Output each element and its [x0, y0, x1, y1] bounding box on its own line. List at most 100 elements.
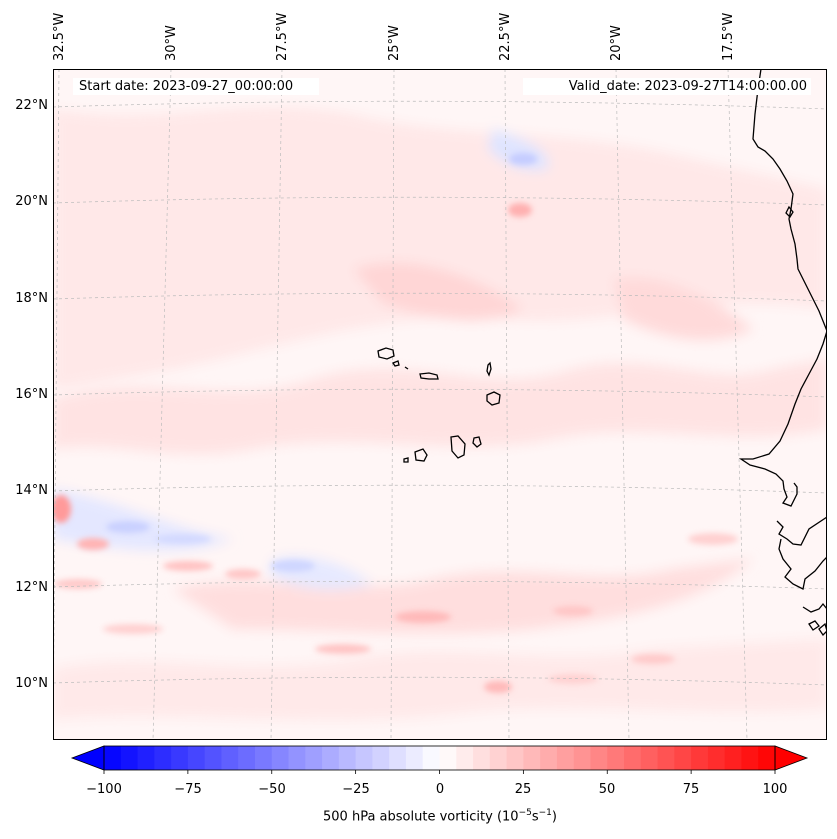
colorbar-cell: [305, 746, 323, 770]
gridline-22n: [53, 100, 827, 110]
lon-label-27-5w: 27.5°W: [275, 12, 290, 61]
colorbar-cell: [389, 746, 407, 770]
colorbar-tick-label: −75: [174, 782, 202, 797]
colorbar-cell: [640, 746, 659, 770]
gridline-16n: [53, 388, 827, 398]
colorbar-cell: [204, 746, 223, 770]
colorbar-cells: [104, 746, 776, 770]
colorbar-cell: [422, 746, 441, 770]
cabo-verde-islands: [377, 347, 501, 463]
colorbar-cell: [187, 746, 206, 770]
colorbar-cell: [657, 746, 675, 770]
colorbar-extension-low: [70, 745, 105, 771]
colorbar-cell: [707, 746, 726, 770]
island-sao-nicolau: [419, 372, 439, 380]
colorbar-cell: [556, 746, 575, 770]
colorbar-ticks: [103, 770, 776, 774]
gridline-18n: [53, 292, 827, 302]
gridline-25w: [390, 69, 395, 740]
colorbar-tick-label: 75: [682, 782, 700, 797]
colorbar-cell: [120, 746, 139, 770]
west-africa-coastline: [738, 69, 827, 637]
colorbar-cell: [724, 746, 743, 770]
lat-label-14n: 14°N: [15, 483, 48, 498]
start-date-label: Start date: 2023-09-27_00:00:00: [73, 78, 319, 95]
gridline-32-5w: [53, 69, 60, 740]
colorbar-cell: [489, 746, 508, 770]
gridline-27-5w: [270, 69, 283, 740]
lon-label-22-5w: 22.5°W: [498, 12, 513, 61]
lat-label-20n: 20°N: [15, 194, 48, 209]
colorbar-tick-label: 50: [598, 782, 616, 797]
colorbar-cell: [372, 746, 390, 770]
colorbar-cell: [456, 746, 474, 770]
colorbar-cell: [154, 746, 172, 770]
coast-mauritania: [752, 69, 827, 332]
map-canvas: [53, 69, 827, 740]
colorbar-cell: [573, 746, 592, 770]
gridline-22-5w: [504, 69, 510, 740]
colorbar-cell: [221, 746, 239, 770]
coast-gambia-casamance: [776, 516, 827, 546]
colorbar-outline: [103, 745, 776, 771]
colorbar-cell: [405, 746, 424, 770]
map-frame: [53, 69, 827, 740]
colorbar-cell: [254, 746, 273, 770]
gridline-20n: [53, 196, 827, 206]
lon-label-32-5w: 32.5°W: [52, 12, 67, 61]
colorbar-cell: [171, 746, 189, 770]
colorbar-cell: [238, 746, 256, 770]
coast-banc-arguin: [785, 205, 794, 219]
colorbar-cell: [137, 746, 155, 770]
colorbar-tick-label: −100: [86, 782, 122, 797]
colorbar-cell: [540, 746, 558, 770]
coast-guinea-bissau: [778, 538, 827, 590]
island-santo-antao: [377, 347, 395, 360]
colorbar-tick-label: −50: [258, 782, 286, 797]
colorbar-cell: [523, 746, 541, 770]
colorbar-cell: [741, 746, 759, 770]
gridline-17-5w: [727, 69, 748, 740]
lon-label-20w: 20°W: [609, 25, 624, 61]
colorbar-cell: [104, 746, 122, 770]
coast-bijagos-3: [818, 622, 827, 637]
colorbar-cell: [473, 746, 491, 770]
gridline-12n: [53, 580, 827, 590]
colorbar-cell: [439, 746, 457, 770]
island-santiago: [450, 435, 466, 459]
lat-label-22n: 22°N: [15, 98, 48, 113]
colorbar-tick-label: 0: [435, 782, 445, 797]
colorbar-tick-label: 25: [514, 782, 532, 797]
gridline-30w: [152, 69, 172, 740]
island-boa-vista: [486, 391, 501, 406]
island-santa-luzia: [404, 366, 409, 370]
colorbar-label: 500 hPa absolute vorticity (10−5s−1): [323, 808, 557, 825]
island-sal: [486, 361, 492, 377]
lon-label-17-5w: 17.5°W: [721, 12, 736, 61]
gridline-20w: [615, 69, 630, 740]
colorbar-cell: [607, 746, 625, 770]
colorbar-cell: [691, 746, 709, 770]
graticule: [53, 69, 827, 740]
island-sao-vicente: [392, 360, 400, 367]
coast-bijagos-1: [802, 602, 827, 613]
vorticity-features: [53, 153, 738, 693]
lat-label-10n: 10°N: [15, 676, 48, 691]
colorbar-cell: [322, 746, 340, 770]
colorbar-cell: [674, 746, 692, 770]
colorbar-cell: [624, 746, 642, 770]
lat-label-12n: 12°N: [15, 580, 48, 595]
lat-label-18n: 18°N: [15, 291, 48, 306]
colorbar-cell: [590, 746, 608, 770]
colorbar-cell: [506, 746, 524, 770]
colorbar-cell: [288, 746, 306, 770]
island-maio: [472, 436, 482, 448]
lon-label-25w: 25°W: [387, 25, 402, 61]
colorbar-extension-high: [774, 745, 809, 771]
colorbar-cell: [271, 746, 290, 770]
island-brava: [403, 457, 409, 463]
gridline-14n: [53, 484, 827, 494]
lon-label-30w: 30°W: [164, 25, 179, 61]
vorticity-map[interactable]: Start date: 2023-09-27_00:00:00 Valid_da…: [53, 69, 827, 740]
lat-label-16n: 16°N: [15, 387, 48, 402]
